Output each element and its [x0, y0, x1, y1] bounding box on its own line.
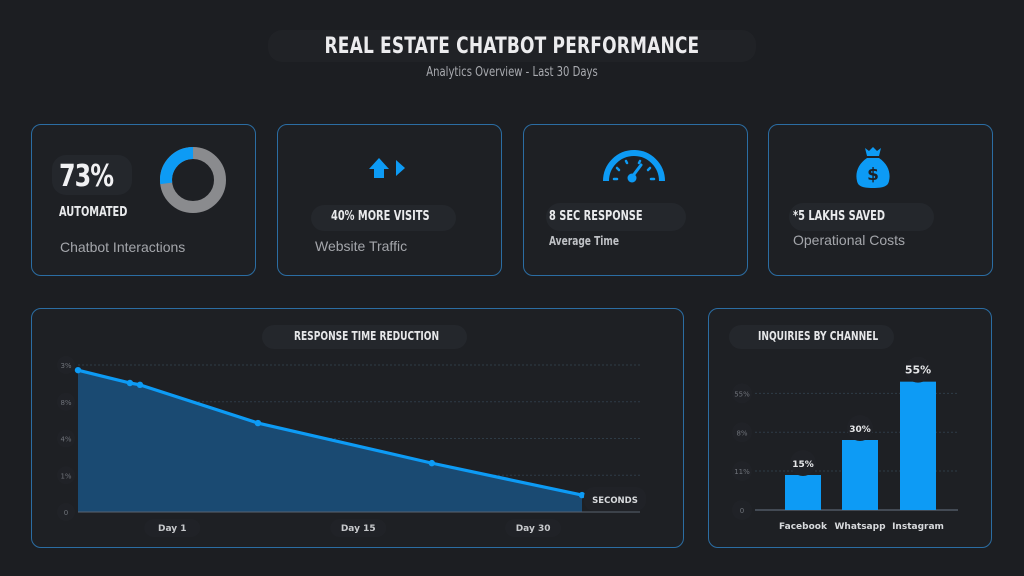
kpi-card-automation: 73% AUTOMATED Chatbot Interactions: [31, 124, 256, 276]
response-label: 8 SEC RESPONSE: [549, 209, 643, 224]
line-chart-point: [126, 379, 134, 387]
line-chart-y-tick-label: 0: [64, 509, 68, 517]
gauge-hub: [627, 173, 637, 183]
savings-label: *5 LAKHS SAVED: [793, 209, 886, 224]
inquiries-chart-card: INQUIRIES BY CHANNEL: [708, 308, 992, 548]
bag-body: [856, 158, 890, 188]
line-chart-title: RESPONSE TIME REDUCTION: [294, 329, 440, 343]
label-backdrop: [789, 203, 934, 231]
label-backdrop: [311, 205, 456, 231]
automation-value: 73%: [59, 159, 114, 194]
money-bag-icon: $: [856, 147, 890, 188]
y-tick-backdrop: [57, 356, 75, 374]
kpi-card-response: 8 SEC RESPONSE Average Time: [523, 124, 748, 276]
bar-chart-title: INQUIRIES BY CHANNEL: [758, 329, 879, 343]
kpi-card-traffic: 40% MORE VISITS Website Traffic: [277, 124, 502, 276]
speedometer-icon: [603, 150, 665, 183]
gauge-ticks: [612, 159, 656, 181]
x-tick-backdrop: [505, 519, 562, 537]
y-tick-backdrop: [57, 429, 75, 448]
title-backdrop: [268, 30, 756, 62]
label-backdrop: [546, 203, 686, 231]
kpi-card-savings: $ *5 LAKHS SAVED Operational Costs: [768, 124, 993, 276]
dashboard-header: REAL ESTATE CHATBOT PERFORMANCE Analytic…: [0, 30, 1024, 80]
line-chart-series-line: [77, 368, 583, 497]
page-title: REAL ESTATE CHATBOT PERFORMANCE: [324, 34, 700, 59]
line-chart-x-tick-label: Day 1: [158, 524, 187, 534]
line-chart-point: [254, 419, 262, 427]
value-backdrop: [52, 155, 132, 195]
line-chart-y-tick-label: 1%: [60, 472, 71, 480]
dollar-sign: $: [867, 165, 879, 185]
line-chart-y-tick-label: 3%: [60, 362, 71, 370]
y-tick-backdrop: [57, 466, 75, 485]
y-tick-backdrop: [57, 503, 75, 521]
x-tick-backdrop: [330, 519, 387, 537]
automation-label: AUTOMATED: [59, 205, 128, 220]
line-chart-point: [136, 381, 144, 389]
page-subtitle: Analytics Overview - Last 30 Days: [426, 65, 598, 80]
line-chart-x-tick-label: Day 15: [341, 524, 376, 534]
donut-chart-icon: [160, 147, 226, 213]
bag-tie: [865, 147, 881, 156]
traffic-label: 40% MORE VISITS: [331, 209, 430, 224]
line-chart-point: [578, 491, 586, 499]
chart-title-backdrop: [262, 325, 467, 349]
chart-title-backdrop: [729, 325, 894, 349]
arrow-up-shape: [369, 158, 389, 178]
line-chart-point: [74, 366, 82, 374]
traffic-caption: Website Traffic: [315, 238, 408, 254]
line-chart-point: [428, 459, 436, 467]
line-chart-unit-label: SECONDS: [592, 496, 638, 506]
gauge-arc: [603, 150, 665, 182]
y-tick-backdrop: [57, 392, 75, 411]
savings-caption: Operational Costs: [793, 232, 906, 248]
line-chart-y-tick-label: 8%: [60, 399, 71, 407]
x-tick-backdrop: [144, 519, 201, 537]
line-chart-y-tick-label: 4%: [60, 436, 71, 444]
automation-caption: Chatbot Interactions: [60, 239, 186, 255]
line-chart-x-tick-label: Day 30: [516, 524, 551, 534]
response-caption: Average Time: [549, 234, 620, 248]
arrow-right-shape: [396, 160, 405, 176]
unit-label-backdrop: [584, 487, 646, 511]
arrow-up-right-icon: [369, 158, 405, 178]
